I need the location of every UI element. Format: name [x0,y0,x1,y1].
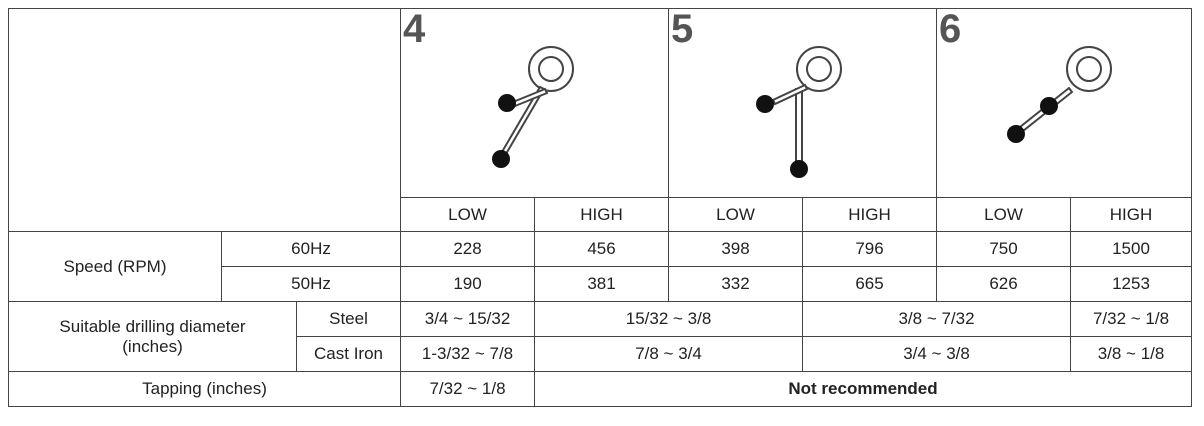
not-recommended: Not recommended [534,371,1193,407]
drilling-cell: 3/4 ~ 3/8 [802,336,1072,372]
drilling-cell: 3/8 ~ 7/32 [802,301,1072,337]
drilling-label-line1: Suitable drilling diameter [59,316,246,336]
speed-cell: 381 [534,266,670,302]
hz60-label: 60Hz [220,231,402,267]
drilling-cell: 7/32 ~ 1/8 [1070,301,1193,337]
position-5-cell: 5 [668,8,938,198]
speed-label: Speed (RPM) [8,231,222,302]
low-header: LOW [668,197,804,232]
drilling-cell: 15/32 ~ 3/8 [534,301,804,337]
steel-label: Steel [295,301,402,337]
speed-cell: 1500 [1070,231,1193,267]
speed-cell: 332 [668,266,804,302]
position-number: 4 [403,8,426,51]
high-header: HIGH [802,197,938,232]
speed-cell: 665 [802,266,938,302]
speed-cell: 750 [936,231,1072,267]
tapping-value: 7/32 ~ 1/8 [400,371,536,407]
drilling-cell: 1-3/32 ~ 7/8 [400,336,536,372]
speed-cell: 796 [802,231,938,267]
low-header: LOW [400,197,536,232]
cast-iron-label: Cast Iron [295,336,402,372]
drilling-cell: 7/8 ~ 3/4 [534,336,804,372]
spindle-speed-table: 4 5 6 [7,8,1193,407]
drilling-label: Suitable drilling diameter (inches) [8,301,297,372]
drilling-cell: 3/8 ~ 1/8 [1070,336,1193,372]
lever-position-4-icon [492,46,575,168]
high-header: HIGH [1070,197,1193,232]
speed-cell: 228 [400,231,536,267]
position-4-cell: 4 [400,8,670,198]
lever-position-5-icon [756,46,843,178]
drilling-cell: 3/4 ~ 15/32 [400,301,536,337]
speed-cell: 1253 [1070,266,1193,302]
tapping-label: Tapping (inches) [7,371,402,407]
lever-position-6-icon [1007,46,1113,143]
header-blank-cell [7,8,402,232]
hz50-label: 50Hz [220,266,402,302]
high-header: HIGH [534,197,670,232]
speed-cell: 456 [534,231,670,267]
position-number: 5 [671,8,694,51]
low-header: LOW [936,197,1072,232]
position-number: 6 [939,8,962,51]
speed-cell: 190 [400,266,536,302]
drilling-label-line2: (inches) [122,336,183,356]
speed-cell: 626 [936,266,1072,302]
position-6-cell: 6 [936,8,1193,198]
speed-cell: 398 [668,231,804,267]
